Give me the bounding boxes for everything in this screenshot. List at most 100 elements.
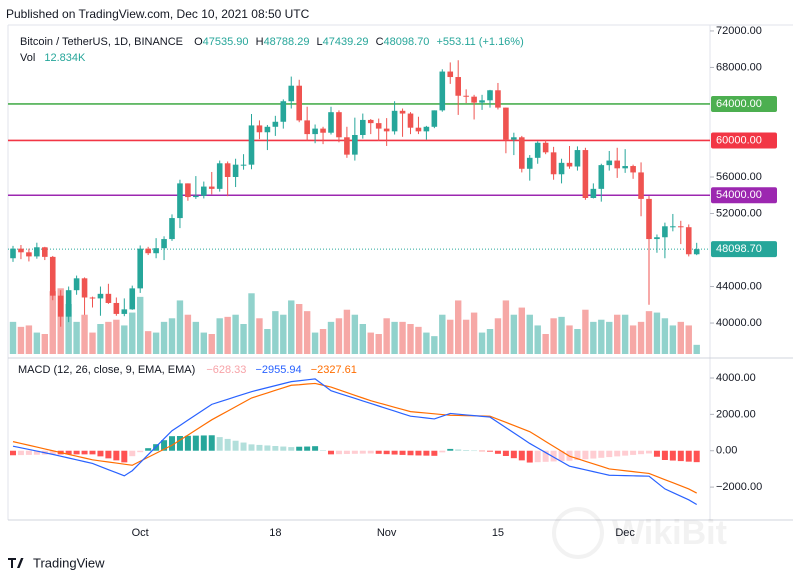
candle-body <box>391 110 398 132</box>
volume-bar <box>550 318 557 354</box>
candle-body <box>10 248 16 259</box>
candle-body <box>336 112 342 138</box>
histogram-bar <box>447 448 454 451</box>
candle-body <box>598 165 605 189</box>
histogram-bar <box>534 450 541 463</box>
published-note: Published on TradingView.com, Dec 10, 20… <box>6 7 310 21</box>
volume-bar <box>144 331 152 354</box>
candle-body <box>121 309 128 314</box>
watermark-text: WikiBit <box>612 514 727 552</box>
volume-bar <box>431 336 438 354</box>
candle-body <box>73 278 80 291</box>
candle-body <box>542 142 549 153</box>
histogram-bar <box>622 450 629 456</box>
volume-bar <box>590 321 597 354</box>
candle-body <box>622 166 628 169</box>
histogram-bar <box>606 450 613 458</box>
y-tick-label: 4000.00 <box>716 372 756 384</box>
histogram-bar <box>169 436 175 451</box>
y-tick-label: 44000.00 <box>716 280 762 292</box>
histogram-bar <box>614 450 621 457</box>
symbol: Bitcoin / TetherUS, 1D, BINANCE <box>20 36 183 48</box>
candle-body <box>526 157 533 169</box>
histogram-bar <box>105 450 112 459</box>
level-badge <box>711 132 777 149</box>
macd-title: MACD (12, 26, close, 9, EMA, EMA) <box>18 364 195 376</box>
candle-body <box>312 128 318 135</box>
candle-body <box>137 248 143 289</box>
histogram-bar <box>65 450 72 455</box>
volume-bar <box>280 314 287 354</box>
candle-body <box>407 113 414 128</box>
histogram-bar <box>272 446 279 451</box>
volume-bar <box>319 329 327 354</box>
histogram-bar <box>359 450 366 454</box>
candle-body <box>177 183 183 219</box>
volume-bar <box>335 318 343 354</box>
histogram-bar <box>407 450 414 456</box>
ohlc-value: 47535.90 <box>203 36 249 48</box>
histogram-bar <box>97 450 104 457</box>
volume-bar <box>566 325 573 354</box>
volume-bar <box>375 334 382 354</box>
histogram-bar <box>383 450 390 455</box>
last-price-badge <box>711 241 777 258</box>
candle-body <box>224 163 231 177</box>
y-tick-label: 68000.00 <box>716 61 762 73</box>
histogram-bar <box>208 435 215 451</box>
volume-bar <box>614 314 621 354</box>
candle-body <box>375 123 382 129</box>
volume-bar <box>423 332 430 354</box>
histogram-bar <box>471 450 478 452</box>
y-tick-label: 0.00 <box>716 445 737 457</box>
histogram-bar <box>232 440 239 451</box>
candle-body <box>272 121 279 127</box>
histogram-bar <box>693 450 700 463</box>
histogram-bar <box>423 450 430 456</box>
histogram-bar <box>630 450 637 455</box>
volume-bar <box>152 332 160 354</box>
candle-body <box>519 137 525 169</box>
volume-bar <box>351 314 359 354</box>
candle-body <box>678 226 684 228</box>
ohlc-value: 48098.70 <box>384 36 430 48</box>
candle-body <box>304 120 310 135</box>
volume-bar <box>383 318 390 354</box>
volume-bar <box>462 319 470 354</box>
histogram-bar <box>264 445 271 451</box>
signal-value: −2327.61 <box>311 364 357 376</box>
histogram-bar <box>542 450 549 462</box>
symbol-title: Bitcoin / TetherUS, 1D, BINANCE O47535.9… <box>20 36 524 48</box>
candle-body <box>240 164 247 166</box>
watermark-icon <box>552 507 604 559</box>
candle-body <box>145 248 151 254</box>
volume-bar <box>534 325 541 354</box>
volume-bar <box>200 332 207 354</box>
volume-bar <box>73 321 80 354</box>
candle-body <box>89 297 96 299</box>
volume-bar <box>359 324 366 354</box>
volume-bar <box>669 325 677 354</box>
histogram-bar <box>391 450 398 455</box>
brand: TradingView <box>33 555 105 570</box>
histogram-bar <box>224 438 231 451</box>
candle-body <box>503 107 509 140</box>
histogram-bar <box>367 450 374 454</box>
candle-body <box>42 247 48 257</box>
histogram-bar <box>526 450 533 463</box>
candle-body <box>670 226 676 228</box>
candle-body <box>606 160 613 166</box>
x-tick-label: Nov <box>377 527 397 539</box>
x-tick-label: Oct <box>132 527 149 539</box>
volume-bar <box>558 316 565 354</box>
ohlc-key: L <box>317 36 323 48</box>
candle-body <box>550 152 557 175</box>
histogram-bar <box>280 446 287 451</box>
candle-body <box>296 85 302 121</box>
volume-bar <box>105 321 112 354</box>
candle-body <box>471 96 477 103</box>
volume-bar <box>415 326 422 354</box>
volume-bar <box>248 293 255 354</box>
volume-bar <box>264 329 271 354</box>
